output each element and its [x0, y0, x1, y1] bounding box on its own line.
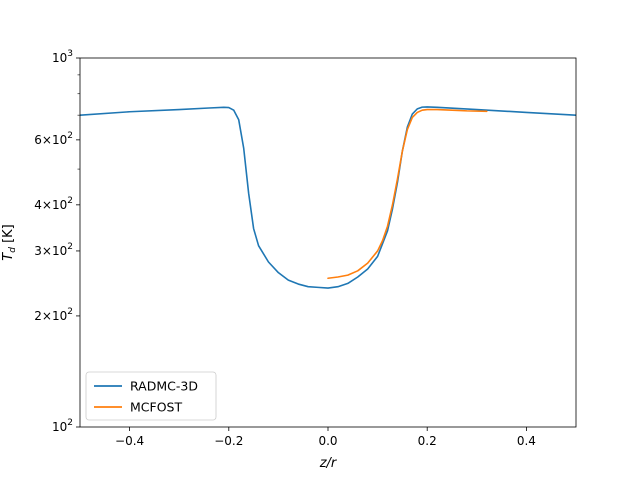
y-tick-label: 4×102 — [34, 196, 73, 212]
y-tick-label: 102 — [52, 418, 73, 434]
y-tick-label: 2×102 — [34, 307, 73, 323]
legend: RADMC-3D MCFOST — [85, 371, 217, 421]
y-tick-label: 103 — [52, 49, 73, 65]
y-axis: 102 2×102 3×102 4×102 6×102 103 — [34, 49, 80, 434]
y-tick-label: 6×102 — [34, 131, 73, 147]
x-tick-label: 0.2 — [418, 434, 437, 448]
y-axis-label: Td [K] — [1, 224, 18, 260]
legend-entry-label: MCFOST — [130, 400, 182, 415]
legend-box — [85, 371, 217, 421]
series-layer — [80, 106, 576, 289]
series-line-radmc-3d — [80, 106, 576, 289]
y-tick-label: 3×102 — [34, 242, 73, 258]
x-tick-label: 0.4 — [517, 434, 536, 448]
x-axis: −0.4 −0.2 0.0 0.2 0.4 — [115, 427, 536, 448]
x-tick-label: −0.4 — [115, 434, 144, 448]
legend-entry-label: RADMC-3D — [130, 379, 198, 394]
series-line-mcfost — [327, 108, 488, 280]
x-tick-label: 0.0 — [318, 434, 337, 448]
x-axis-label: z/r — [319, 456, 338, 471]
x-tick-label: −0.2 — [214, 434, 243, 448]
